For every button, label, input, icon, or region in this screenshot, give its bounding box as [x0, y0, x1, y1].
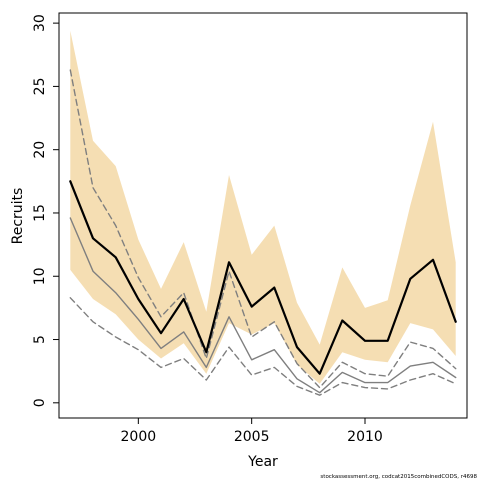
y-tick-label: 5: [32, 335, 48, 344]
y-tick-label: 20: [32, 141, 48, 159]
y-tick-label: 0: [32, 398, 48, 407]
series-line-lower-bound-3: [69, 297, 457, 396]
x-tick-label: 2000: [121, 429, 157, 445]
series-line-upper-bound-2: [69, 69, 457, 389]
plot-frame: [58, 12, 468, 419]
y-tick-label: 15: [32, 204, 48, 222]
y-tick-label: 30: [32, 14, 48, 32]
series-layer: [69, 69, 457, 396]
series-line-estimate-0: [69, 180, 457, 375]
source-caption: stockassessment.org, codcat2015combinedC…: [320, 474, 477, 480]
confidence-band-layer: [70, 30, 456, 384]
x-axis: 2000 2005 2010: [121, 418, 383, 445]
x-axis-label: Year: [247, 454, 278, 470]
x-tick-label: 2005: [234, 429, 270, 445]
x-tick-label: 2010: [347, 429, 383, 445]
y-tick-label: 25: [32, 77, 48, 95]
y-axis-label: Recruits: [10, 188, 26, 245]
confidence-band: [70, 30, 456, 384]
series-line-estimate-1: [69, 217, 457, 394]
y-tick-label: 10: [32, 267, 48, 285]
y-axis: 0 5 10 15 20 25 30: [32, 14, 59, 407]
